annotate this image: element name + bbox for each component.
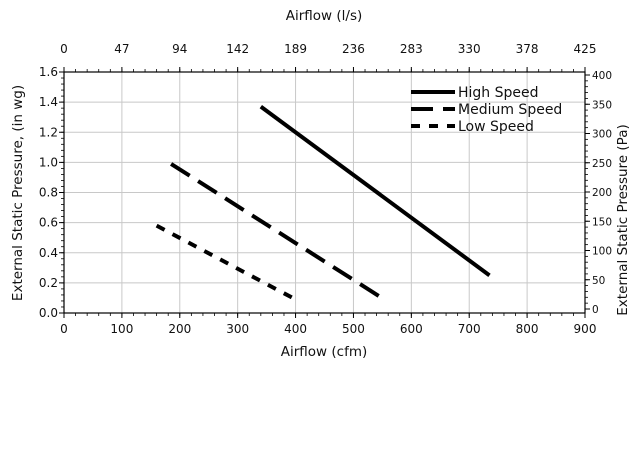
x-tick-label: 300 (226, 322, 249, 336)
right-tick-label: 200 (592, 187, 612, 199)
x-axis-title: Airflow (cfm) (281, 344, 368, 360)
grid (64, 72, 585, 313)
right-tick-label: 300 (592, 129, 612, 141)
series-line-high-speed (259, 105, 491, 277)
right-tick-label: 0 (592, 304, 599, 316)
series-lines (155, 105, 491, 302)
series-line-medium-speed (170, 162, 381, 299)
top-tick-label: 425 (574, 42, 597, 56)
x-tick-label: 600 (400, 322, 423, 336)
top-tick-label: 236 (342, 42, 365, 56)
x-tick-label: 900 (574, 322, 597, 336)
legend-label: Medium Speed (458, 102, 562, 118)
y-tick-label: 0.4 (39, 246, 58, 260)
top-tick-label: 189 (284, 42, 307, 56)
top-tick-label: 47 (114, 42, 129, 56)
top-axis-title: Airflow (l/s) (286, 8, 363, 24)
top-tick-label: 0 (60, 42, 68, 56)
x-tick-label: 100 (110, 322, 133, 336)
plot-frame (63, 71, 586, 314)
x-tick-label: 700 (458, 322, 481, 336)
x-tick-label: 500 (342, 322, 365, 336)
y-tick-label: 1.6 (39, 65, 58, 79)
right-tick-label: 100 (592, 246, 612, 258)
y-tick-labels: 0.0 0.2 0.4 0.6 0.8 1.0 1.2 1.4 1.6 (39, 65, 58, 320)
top-tick-label: 330 (458, 42, 481, 56)
right-tick-label: 350 (592, 99, 612, 111)
right-tick-labels: 0 50 100 150 200 250 300 350 400 (592, 70, 612, 316)
right-tick-label: 150 (592, 216, 612, 228)
legend-label: High Speed (458, 85, 539, 101)
y-tick-label: 1.0 (39, 155, 58, 169)
series-line-low-speed (155, 223, 297, 302)
top-tick-label: 378 (516, 42, 539, 56)
x-tick-labels: 0 100 200 300 400 500 600 700 800 900 (60, 322, 596, 336)
y-tick-label: 1.2 (39, 125, 58, 139)
y-axis-title: External Static Pressure, (in wg) (10, 85, 26, 301)
top-tick-label: 283 (400, 42, 423, 56)
right-tick-label: 250 (592, 158, 612, 170)
y-tick-label: 0.2 (39, 276, 58, 290)
y-tick-label: 0.6 (39, 216, 58, 230)
x-tick-label: 400 (284, 322, 307, 336)
y-tick-label: 0.0 (39, 306, 58, 320)
right-tick-label: 400 (592, 70, 612, 82)
top-tick-labels: 0 47 94 142 189 236 283 330 378 425 (60, 42, 596, 56)
top-tick-label: 142 (226, 42, 249, 56)
top-tick-label: 94 (172, 42, 187, 56)
right-tick-label: 50 (592, 275, 605, 287)
x-tick-label: 800 (516, 322, 539, 336)
y-tick-label: 1.4 (39, 95, 58, 109)
y-tick-label: 0.8 (39, 186, 58, 200)
x-tick-label: 200 (168, 322, 191, 336)
legend-label: Low Speed (458, 119, 534, 135)
x-tick-label: 0 (60, 322, 68, 336)
right-axis-title: External Static Pressure (Pa) (615, 124, 631, 315)
